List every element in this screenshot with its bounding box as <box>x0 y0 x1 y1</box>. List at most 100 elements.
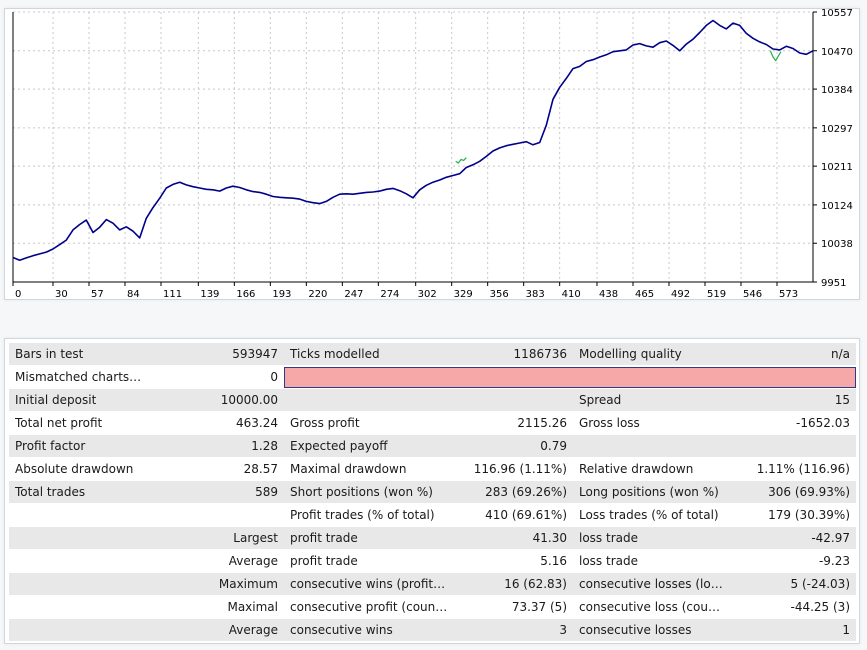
y-tick-label: 10557 <box>821 9 853 19</box>
report-row: Absolute drawdown 28.57 Maximal drawdown 11… <box>9 457 856 481</box>
report-cell: Total trades <box>9 480 150 504</box>
report-cell: consecutive loss (count of... <box>573 595 730 619</box>
report-cell: profit trade <box>284 526 454 550</box>
report-cell: 179 (30.39%) <box>730 503 856 527</box>
report-cell: 5 (-24.03) <box>730 572 856 596</box>
y-tick-label: 9951 <box>821 278 846 289</box>
report-cell: 463.24 <box>150 411 284 435</box>
report-cell <box>284 388 454 412</box>
report-cell: 16 (62.83) <box>454 572 573 596</box>
equity-line <box>769 50 782 62</box>
report-cell: Maximal <box>150 595 284 619</box>
report-cell: Spread <box>573 388 730 412</box>
x-tick-label: 274 <box>380 289 399 299</box>
report-cell: 1186736 <box>454 343 573 366</box>
report-cell: 410 (69.61%) <box>454 503 573 527</box>
report-cell: Gross profit <box>284 411 454 435</box>
report-cell: 116.96 (1.11%) <box>454 457 573 481</box>
x-tick-label: 220 <box>308 289 327 299</box>
y-tick-label: 10297 <box>821 124 853 135</box>
report-cell: 1 <box>730 618 856 642</box>
report-cell: Short positions (won %) <box>284 480 454 504</box>
report-cell: Modelling quality <box>573 343 730 366</box>
x-tick-label: 492 <box>671 289 690 299</box>
report-row: Average profit trade 5.16 loss trade -9.23 <box>9 549 856 573</box>
report-cell: Mismatched charts err... <box>9 365 150 389</box>
x-tick-label: 329 <box>454 289 473 299</box>
x-tick-label: 84 <box>127 289 140 299</box>
x-tick-label: 546 <box>743 289 762 299</box>
report-cell: 283 (69.26%) <box>454 480 573 504</box>
balance-chart: 10557 10470 10384 10297 10211 10124 10038 9951 0… <box>12 9 853 299</box>
x-tick-label: 111 <box>163 289 182 299</box>
report-cell: 1.11% (116.96) <box>730 457 856 481</box>
report-cell <box>9 549 150 573</box>
balance-line <box>12 19 814 261</box>
x-tick-label: 465 <box>635 289 654 299</box>
x-tick-label: 166 <box>236 289 255 299</box>
modelling-quality-bar <box>284 365 856 389</box>
report-cell: 593947 <box>150 343 284 366</box>
y-tick-label: 10470 <box>821 47 853 58</box>
report-cell: loss trade <box>573 526 730 550</box>
report-cell: Profit trades (% of total) <box>284 503 454 527</box>
x-tick-label: 247 <box>344 289 363 299</box>
report-cell <box>9 618 150 642</box>
report-cell: 3 <box>454 618 573 642</box>
report-cell: -9.23 <box>730 549 856 573</box>
report-row: Total trades 589 Short positions (won %) 28… <box>9 480 856 504</box>
report-table: Bars in test 593947 Ticks modelled 1186736 M… <box>9 343 856 642</box>
report-cell: Ticks modelled <box>284 343 454 366</box>
report-cell: Largest <box>150 526 284 550</box>
report-cell: Long positions (won %) <box>573 480 730 504</box>
report-row: Mismatched charts err... 0 <box>9 365 856 389</box>
report-cell: -44.25 (3) <box>730 595 856 619</box>
report-row: Bars in test 593947 Ticks modelled 1186736 M… <box>9 343 856 366</box>
x-tick-label: 57 <box>91 289 104 299</box>
report-cell: Absolute drawdown <box>9 457 150 481</box>
report-cell <box>9 503 150 527</box>
x-tick-label: 383 <box>526 289 545 299</box>
equity-line <box>455 157 467 164</box>
x-tick-label: 193 <box>272 289 291 299</box>
report-cell <box>9 595 150 619</box>
x-tick-label: 30 <box>55 289 68 299</box>
x-tick-label: 573 <box>779 289 798 299</box>
report-row: Profit factor 1.28 Expected payoff 0.79 <box>9 434 856 458</box>
report-cell: Total net profit <box>9 411 150 435</box>
report-cell <box>150 503 284 527</box>
report-cell: n/a <box>730 343 856 366</box>
report-row: Profit trades (% of total) 410 (69.61%) Lo… <box>9 503 856 527</box>
report-cell: loss trade <box>573 549 730 573</box>
y-tick-label: 10211 <box>821 162 853 173</box>
report-cell: Gross loss <box>573 411 730 435</box>
report-row: Maximal consecutive profit (count ... 73.3… <box>9 595 856 619</box>
x-tick-label: 519 <box>707 289 726 299</box>
x-tick-label: 139 <box>200 289 219 299</box>
report-cell: profit trade <box>284 549 454 573</box>
report-cell <box>9 572 150 596</box>
x-tick-label: 356 <box>490 289 509 299</box>
report-cell: consecutive profit (count ... <box>284 595 454 619</box>
report-cell: 589 <box>150 480 284 504</box>
report-cell <box>573 434 730 458</box>
report-cell: consecutive losses (loss in ... <box>573 572 730 596</box>
modelling-quality-bar-fill <box>284 367 856 388</box>
report-row: Initial deposit 10000.00 Spread 15 <box>9 388 856 412</box>
report-row: Maximum consecutive wins (profit in ... 16… <box>9 572 856 596</box>
report-cell: consecutive losses <box>573 618 730 642</box>
report-cell: Loss trades (% of total) <box>573 503 730 527</box>
report-cell: Average <box>150 618 284 642</box>
report-cell: 0.79 <box>454 434 573 458</box>
report-row: Largest profit trade 41.30 loss trade -42.97 <box>9 526 856 550</box>
report-cell: Bars in test <box>9 343 150 366</box>
report-cell <box>730 434 856 458</box>
report-cell: 15 <box>730 388 856 412</box>
x-tick-label: 410 <box>562 289 581 299</box>
x-tick-label: 0 <box>15 289 21 299</box>
report-row: Average consecutive wins 3 consecutive loss… <box>9 618 856 642</box>
report-cell: consecutive wins (profit in ... <box>284 572 454 596</box>
report-cell: Maximal drawdown <box>284 457 454 481</box>
report-cell <box>454 388 573 412</box>
report-cell: 28.57 <box>150 457 284 481</box>
